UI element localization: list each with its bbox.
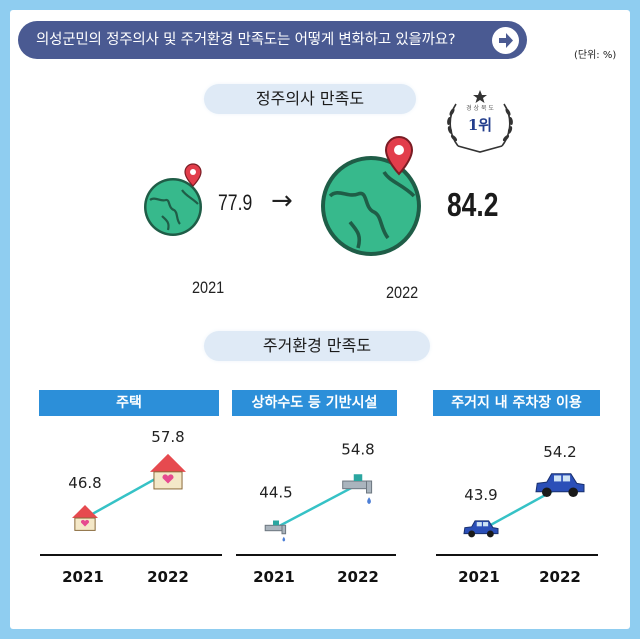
arrow-right-circle-icon[interactable]	[492, 27, 519, 54]
car-icon-2022	[535, 473, 585, 498]
mini-chart-3: 43.9 2021 54.2 2022	[436, 443, 598, 586]
car-icon-2021	[463, 520, 499, 538]
year-label-2021: 2021	[253, 568, 295, 586]
settle-year-2021: 2021	[192, 278, 225, 297]
settle-value-2021: 77.9	[218, 190, 253, 215]
laurel-rank-badge-icon: 경 상 북 도 1위	[447, 90, 513, 153]
header-title-bar: 의성군민의 정주의사 및 주거환경 만족도는 어떻게 변화하고 있을까요?	[18, 21, 527, 59]
badge-rank-text: 1위	[468, 116, 492, 134]
settle-value-2022: 84.2	[447, 186, 499, 223]
year-label-2021: 2021	[458, 568, 500, 586]
value-label-2021: 43.9	[464, 486, 497, 504]
mini-chart-2: 44.5 2021 54.8 2022	[236, 440, 396, 586]
unit-label: (단위: %)	[574, 50, 617, 61]
value-label-2022: 54.2	[543, 443, 576, 461]
value-label-2021: 46.8	[68, 474, 101, 492]
trend-line	[275, 483, 359, 529]
settle-satisfaction-heading: 정주의사 만족도	[204, 84, 416, 114]
change-arrow: →	[271, 186, 293, 216]
house-icon-2021	[72, 505, 98, 531]
year-label-2022: 2022	[147, 568, 189, 586]
category-parking-label: 주거지 내 주차장 이용	[433, 390, 600, 416]
mini-chart-1: 46.8 2021 57.8 2022	[40, 428, 222, 586]
house-icon-2022	[150, 453, 186, 490]
value-label-2022: 57.8	[151, 428, 184, 446]
header-title: 의성군민의 정주의사 및 주거환경 만족도는 어떻게 변화하고 있을까요?	[36, 32, 456, 48]
faucet-icon-2021	[264, 520, 287, 542]
year-label-2022: 2022	[539, 568, 581, 586]
value-label-2021: 44.5	[259, 484, 292, 502]
globe-pin-icon	[144, 163, 202, 236]
year-label-2022: 2022	[337, 568, 379, 586]
housing-mini-charts: 46.8 2021 57.8 2022 44.5 2021 54.8 2022 43.9 2021…	[40, 428, 598, 586]
faucet-icon-2022	[342, 474, 373, 504]
badge-region-text: 경 상 북 도	[466, 104, 494, 112]
value-label-2022: 54.8	[341, 440, 374, 458]
category-infrastructure-label: 상하수도 등 기반시설	[232, 390, 397, 416]
settle-year-2022: 2022	[386, 283, 419, 302]
housing-satisfaction-heading: 주거환경 만족도	[204, 331, 430, 361]
category-housing-label: 주택	[39, 390, 219, 416]
year-label-2021: 2021	[62, 568, 104, 586]
globe-pin-icon-large	[321, 136, 421, 256]
